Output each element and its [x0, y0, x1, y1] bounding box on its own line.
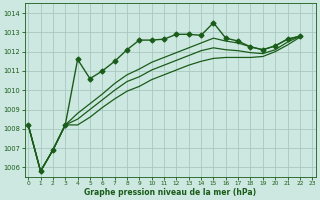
- X-axis label: Graphe pression niveau de la mer (hPa): Graphe pression niveau de la mer (hPa): [84, 188, 256, 197]
